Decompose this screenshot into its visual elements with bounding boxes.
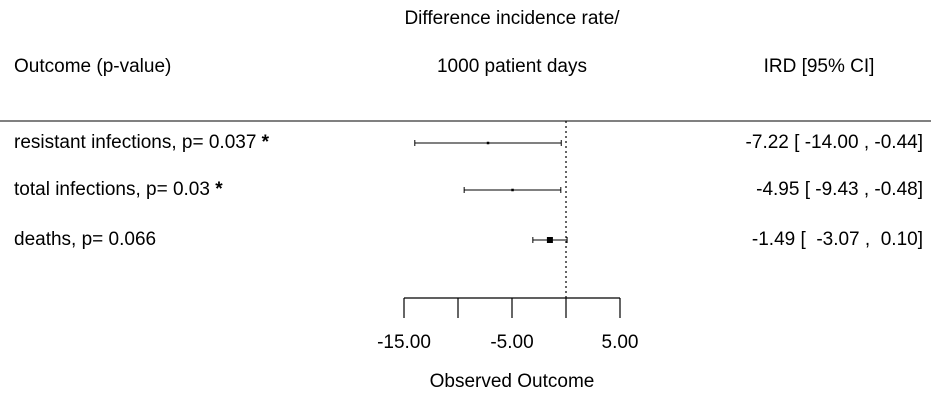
- point-estimate: [511, 188, 514, 192]
- x-tick-label: -15.00: [377, 332, 431, 353]
- significance-flag: *: [209, 179, 223, 200]
- x-tick-label: 5.00: [601, 332, 639, 353]
- x-tick-label: -5.00: [490, 332, 534, 353]
- row-label: deaths, p= 0.066: [14, 230, 156, 249]
- point-estimate: [546, 237, 553, 243]
- row-label-text: deaths, p= 0.066: [14, 229, 157, 250]
- ci-column-header: IRD [95% CI]: [763, 56, 875, 77]
- row-label-text: resistant infections, p= 0.037: [14, 132, 257, 153]
- row-ci-text: -4.95 [ -9.43 , -0.48]: [756, 179, 923, 200]
- significance-flag: *: [256, 132, 270, 153]
- x-axis-label: Observed Outcome: [429, 371, 595, 392]
- row-label-text: total infections, p= 0.03: [14, 179, 210, 200]
- point-estimate: [486, 141, 490, 145]
- row-label: resistant infections, p= 0.037 *: [14, 133, 269, 152]
- measure-header-line1: Difference incidence rate/: [404, 8, 620, 29]
- row-ci-text: -1.49 [ -3.07 , 0.10]: [751, 229, 923, 250]
- row-label: total infections, p= 0.03 *: [14, 180, 223, 199]
- row-ci-text: -7.22 [ -14.00 , -0.44]: [745, 132, 923, 153]
- outcome-column-header: Outcome (p-value): [14, 56, 172, 77]
- measure-header-line2: 1000 patient days: [436, 56, 588, 77]
